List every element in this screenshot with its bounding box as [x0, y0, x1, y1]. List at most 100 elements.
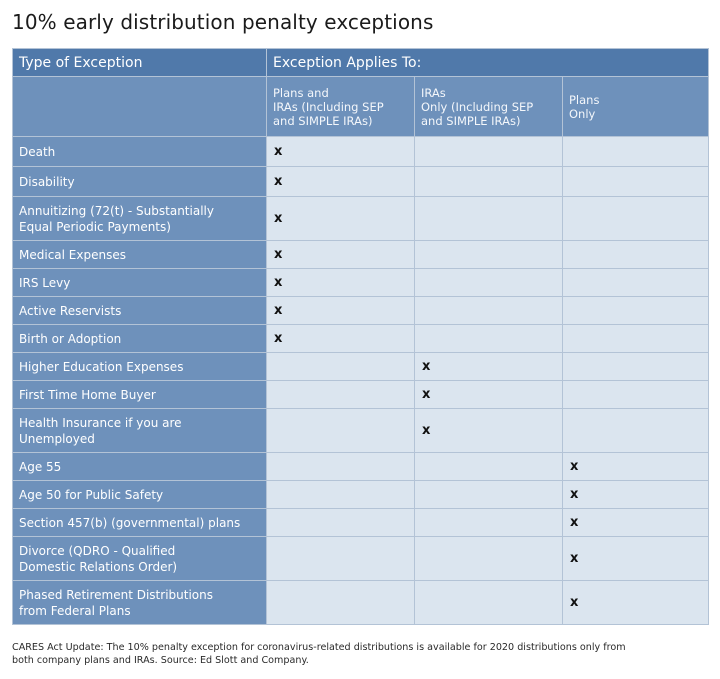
applies-mark: x: [274, 331, 283, 346]
column-header-iras-only: IRAs Only (Including SEP and SIMPLE IRAs…: [414, 76, 563, 137]
exception-type-label: Section 457(b) (governmental) plans: [12, 508, 267, 537]
exception-type-label: Health Insurance if you are Unemployed: [12, 408, 267, 453]
applies-cell-iras-only: [414, 196, 563, 241]
applies-cell-plans-and-iras: [266, 480, 415, 509]
applies-cell-iras-only: [414, 508, 563, 537]
exception-type-label: Birth or Adoption: [12, 324, 267, 353]
applies-cell-plans-and-iras: [266, 408, 415, 453]
subheader-row: Plans and IRAs (Including SEP and SIMPLE…: [12, 76, 709, 137]
table-row: Disability x: [12, 166, 709, 197]
column-header-plans-and-iras: Plans and IRAs (Including SEP and SIMPLE…: [266, 76, 415, 137]
exception-type-line: Birth or Adoption: [19, 331, 122, 346]
column-header-line: Only (Including SEP: [421, 99, 534, 114]
applies-mark: x: [274, 174, 283, 189]
table-row: IRS Levy x: [12, 268, 709, 297]
footnote-line: both company plans and IRAs. Source: Ed …: [12, 655, 309, 666]
table-row: Medical Expenses x: [12, 240, 709, 269]
column-header-line: and SIMPLE IRAs): [273, 113, 373, 128]
table-row: Age 55 x: [12, 452, 709, 481]
exception-type-line: Section 457(b) (governmental) plans: [19, 515, 241, 530]
applies-mark: x: [274, 303, 283, 318]
applies-cell-iras-only: x: [414, 352, 563, 381]
table-row: Birth or Adoption x: [12, 324, 709, 353]
exception-type-line: Death: [19, 144, 56, 159]
applies-mark: x: [570, 595, 579, 610]
applies-cell-plans-only: [562, 268, 709, 297]
applies-cell-iras-only: [414, 166, 563, 197]
applies-cell-iras-only: [414, 296, 563, 325]
applies-cell-plans-only: [562, 240, 709, 269]
applies-cell-plans-and-iras: x: [266, 196, 415, 241]
exception-type-label: Higher Education Expenses: [12, 352, 267, 381]
exception-type-label: IRS Levy: [12, 268, 267, 297]
applies-cell-iras-only: [414, 136, 563, 167]
exception-type-line: Divorce (QDRO - Qualified: [19, 543, 176, 558]
applies-cell-plans-and-iras: [266, 452, 415, 481]
exception-type-label: Active Reservists: [12, 296, 267, 325]
exception-type-line: Unemployed: [19, 431, 95, 446]
table-row: First Time Home Buyer x: [12, 380, 709, 409]
exception-type-label: Divorce (QDRO - Qualified Domestic Relati…: [12, 536, 267, 581]
applies-cell-plans-only: x: [562, 508, 709, 537]
applies-cell-iras-only: [414, 536, 563, 581]
applies-cell-plans-and-iras: x: [266, 296, 415, 325]
applies-cell-plans-only: x: [562, 480, 709, 509]
table-row: Active Reservists x: [12, 296, 709, 325]
applies-cell-plans-only: x: [562, 580, 709, 625]
exception-type-line: Domestic Relations Order): [19, 559, 178, 574]
applies-cell-plans-and-iras: x: [266, 136, 415, 167]
applies-cell-plans-and-iras: x: [266, 166, 415, 197]
table-row: Phased Retirement Distributions from Fede…: [12, 580, 709, 625]
applies-cell-iras-only: x: [414, 408, 563, 453]
exception-type-label: Age 55: [12, 452, 267, 481]
exception-type-line: IRS Levy: [19, 275, 71, 290]
applies-cell-plans-only: [562, 380, 709, 409]
exception-type-line: Medical Expenses: [19, 247, 126, 262]
column-header-line: Only: [569, 106, 596, 121]
table-row: Higher Education Expenses x: [12, 352, 709, 381]
column-header-line: and SIMPLE IRAs): [421, 113, 521, 128]
applies-mark: x: [570, 487, 579, 502]
footnote-line: CARES Act Update: The 10% penalty except…: [12, 642, 626, 653]
table-row: Age 50 for Public Safety x: [12, 480, 709, 509]
applies-mark: x: [274, 247, 283, 262]
applies-mark: x: [422, 359, 431, 374]
applies-mark: x: [570, 515, 579, 530]
column-header-line: Plans: [569, 92, 600, 107]
applies-mark: x: [422, 387, 431, 402]
applies-cell-plans-and-iras: [266, 352, 415, 381]
applies-cell-plans-and-iras: x: [266, 324, 415, 353]
exception-type-line: Higher Education Expenses: [19, 359, 184, 374]
applies-cell-plans-only: [562, 136, 709, 167]
column-header-plans-only: Plans Only: [562, 76, 709, 137]
exception-type-line: from Federal Plans: [19, 603, 131, 618]
exception-type-line: Age 50 for Public Safety: [19, 487, 164, 502]
exception-type-line: Annuitizing (72(t) - Substantially: [19, 203, 214, 218]
exception-type-line: Phased Retirement Distributions: [19, 587, 213, 602]
applies-cell-plans-and-iras: [266, 380, 415, 409]
applies-mark: x: [274, 211, 283, 226]
exception-type-line: Active Reservists: [19, 303, 122, 318]
table-row: Section 457(b) (governmental) plans x: [12, 508, 709, 537]
applies-mark: x: [274, 144, 283, 159]
applies-cell-iras-only: [414, 480, 563, 509]
header-row: Type of Exception Exception Applies To:: [12, 48, 709, 77]
applies-cell-plans-and-iras: [266, 508, 415, 537]
table-row: Annuitizing (72(t) - Substantially Equal …: [12, 196, 709, 241]
applies-cell-plans-and-iras: [266, 536, 415, 581]
header-exception-applies-to: Exception Applies To:: [266, 48, 709, 77]
applies-cell-iras-only: [414, 268, 563, 297]
exception-type-line: First Time Home Buyer: [19, 387, 156, 402]
exception-type-line: Disability: [19, 174, 75, 189]
applies-cell-plans-only: [562, 408, 709, 453]
exception-type-label: Death: [12, 136, 267, 167]
exception-type-label: First Time Home Buyer: [12, 380, 267, 409]
header-type-of-exception: Type of Exception: [12, 48, 267, 77]
exception-type-label: Phased Retirement Distributions from Fede…: [12, 580, 267, 625]
applies-cell-plans-and-iras: x: [266, 240, 415, 269]
subheader-blank: [12, 76, 267, 137]
applies-cell-plans-only: [562, 352, 709, 381]
column-header-line: IRAs: [421, 85, 446, 100]
applies-cell-plans-only: [562, 196, 709, 241]
table-row: Death x: [12, 136, 709, 167]
